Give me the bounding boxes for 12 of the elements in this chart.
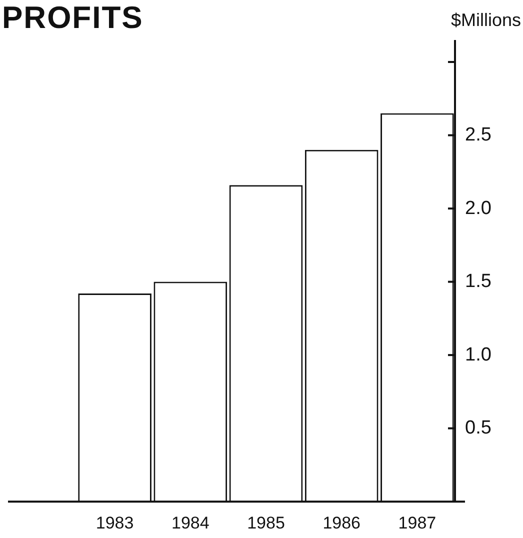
x-tick-label: 1983 [96,513,134,532]
x-tick-label: 1984 [171,513,210,532]
y-tick-label: 1.0 [465,344,492,366]
y-tick-label: 1.5 [465,271,492,292]
x-tick-label: 1985 [247,513,285,532]
x-tick-label: 1986 [322,513,361,532]
y-tick-label: 2.0 [465,198,492,219]
y-axis-title: $Millions [450,10,521,31]
y-tick-label: 0.5 [465,418,492,439]
x-tick-label: 1987 [398,513,436,532]
chart-title: PROFITS [2,0,144,36]
y-tick-label: 2.5 [465,124,492,146]
